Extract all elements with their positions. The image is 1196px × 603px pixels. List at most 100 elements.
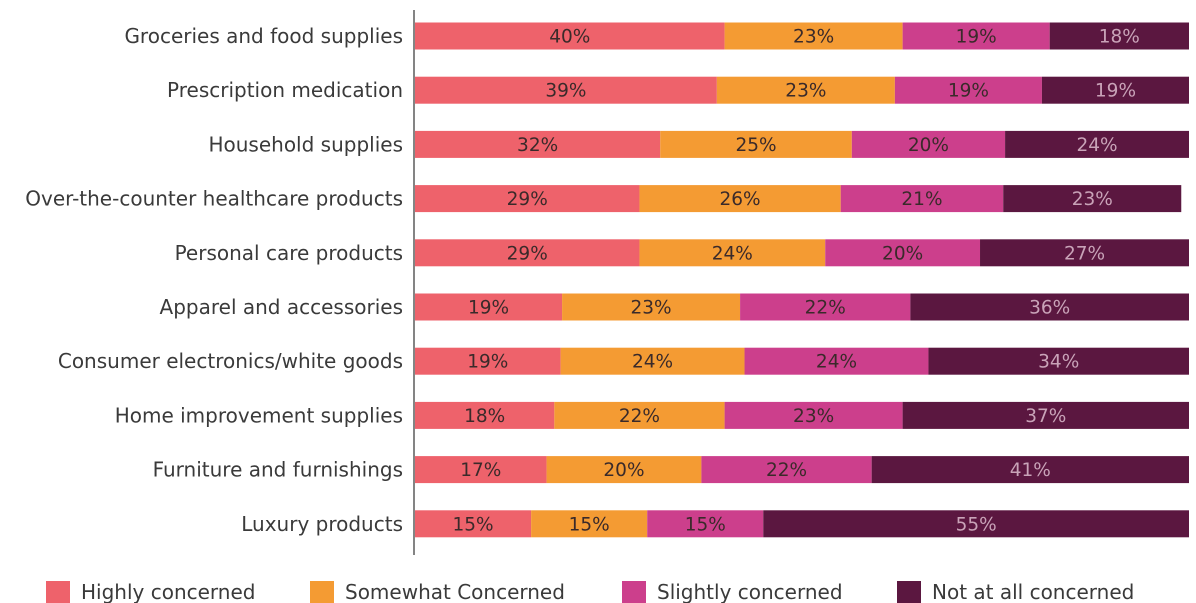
bar-segment [825,239,981,267]
category-label: Furniture and furnishings [153,458,403,482]
data-label: 32% [517,135,558,156]
data-label: 24% [632,352,673,373]
data-label: 41% [1010,460,1051,481]
legend-label: Highly concerned [81,580,255,603]
category-label: Apparel and accessories [160,295,403,319]
data-label: 24% [816,352,857,373]
bar-segment [871,456,1189,484]
data-label: 21% [901,189,942,210]
bar-segment [415,130,661,158]
bar-segment [415,22,725,50]
bar-segment [724,22,903,50]
bar-segment [560,347,745,375]
data-label: 19% [468,298,509,319]
bar-segment [740,293,911,321]
category-label: Personal care products [175,241,403,265]
category-label: Household supplies [208,132,403,156]
bars-group: 40% 23% 19% 18% 39% 23% 19% 19% 32% 25% 20% 24% 29% 2… [415,22,1189,538]
data-label: 23% [793,406,834,427]
legend-swatch [622,581,646,603]
data-label: 15% [569,514,610,535]
bar-segment [1005,130,1189,158]
category-label: Home improvement supplies [115,403,403,427]
data-label: 29% [507,189,548,210]
category-labels: Groceries and food supplies Prescription … [25,24,403,536]
bar-segment [554,401,725,429]
bar-segment [716,76,895,104]
data-label: 19% [956,27,997,48]
data-label: 24% [712,243,753,264]
data-label: 25% [735,135,776,156]
legend-label: Somewhat Concerned [345,580,565,603]
data-label: 29% [507,243,548,264]
bar-segment [546,456,702,484]
data-label: 19% [948,81,989,102]
bar-segment [639,239,826,267]
legend-swatch [897,581,921,603]
data-label: 27% [1064,243,1105,264]
legend-swatch [46,581,70,603]
bar-segment [415,76,717,104]
data-label: 24% [1076,135,1117,156]
bar-segment [902,401,1189,429]
legend: Highly concerned Somewhat Concerned Slight… [46,580,1134,603]
data-label: 40% [549,27,590,48]
data-label: 55% [956,514,997,535]
bar-segment [910,293,1189,321]
legend-label: Slightly concerned [657,580,843,603]
bar-segment [415,293,563,321]
bar-segment [1049,22,1189,50]
bar-segment [415,401,555,429]
data-label: 15% [685,514,726,535]
data-label: 18% [1099,27,1140,48]
bar-segment [851,130,1006,158]
bar-segment [763,510,1189,538]
bar-segment [928,347,1189,375]
data-label: 17% [460,460,501,481]
data-label: 39% [545,81,586,102]
bar-segment [840,185,1004,213]
category-label: Luxury products [241,512,403,536]
data-label: 22% [619,406,660,427]
category-label: Groceries and food supplies [124,24,403,48]
bar-segment [724,401,903,429]
data-label: 37% [1025,406,1066,427]
bar-segment [1003,185,1182,213]
data-label: 19% [467,352,508,373]
bar-segment [701,456,872,484]
data-label: 22% [805,298,846,319]
bar-segment [415,347,561,375]
bar-segment [744,347,929,375]
data-label: 23% [785,81,826,102]
data-label: 23% [631,298,672,319]
data-label: 18% [464,406,505,427]
bar-segment [1041,76,1189,104]
category-label: Prescription medication [167,78,403,102]
bar-segment [902,22,1050,50]
data-label: 23% [793,27,834,48]
legend-label: Not at all concerned [932,580,1134,603]
data-label: 20% [882,243,923,264]
data-label: 26% [720,189,761,210]
category-label: Over-the-counter healthcare products [25,187,403,211]
bar-segment [660,130,852,158]
bar-segment [894,76,1042,104]
data-label: 19% [1095,81,1136,102]
data-label: 20% [908,135,949,156]
data-label: 15% [452,514,493,535]
bar-segment [639,185,841,213]
bar-segment [562,293,741,321]
bar-segment [415,510,532,538]
data-label: 22% [766,460,807,481]
bar-segment [415,185,640,213]
bar-segment [647,510,764,538]
bar-segment [415,456,547,484]
bar-segment [531,510,648,538]
legend-swatch [310,581,334,603]
bar-segment [980,239,1189,267]
data-label: 34% [1038,352,1079,373]
data-label: 20% [603,460,644,481]
data-label: 23% [1072,189,1113,210]
bar-segment [415,239,640,267]
